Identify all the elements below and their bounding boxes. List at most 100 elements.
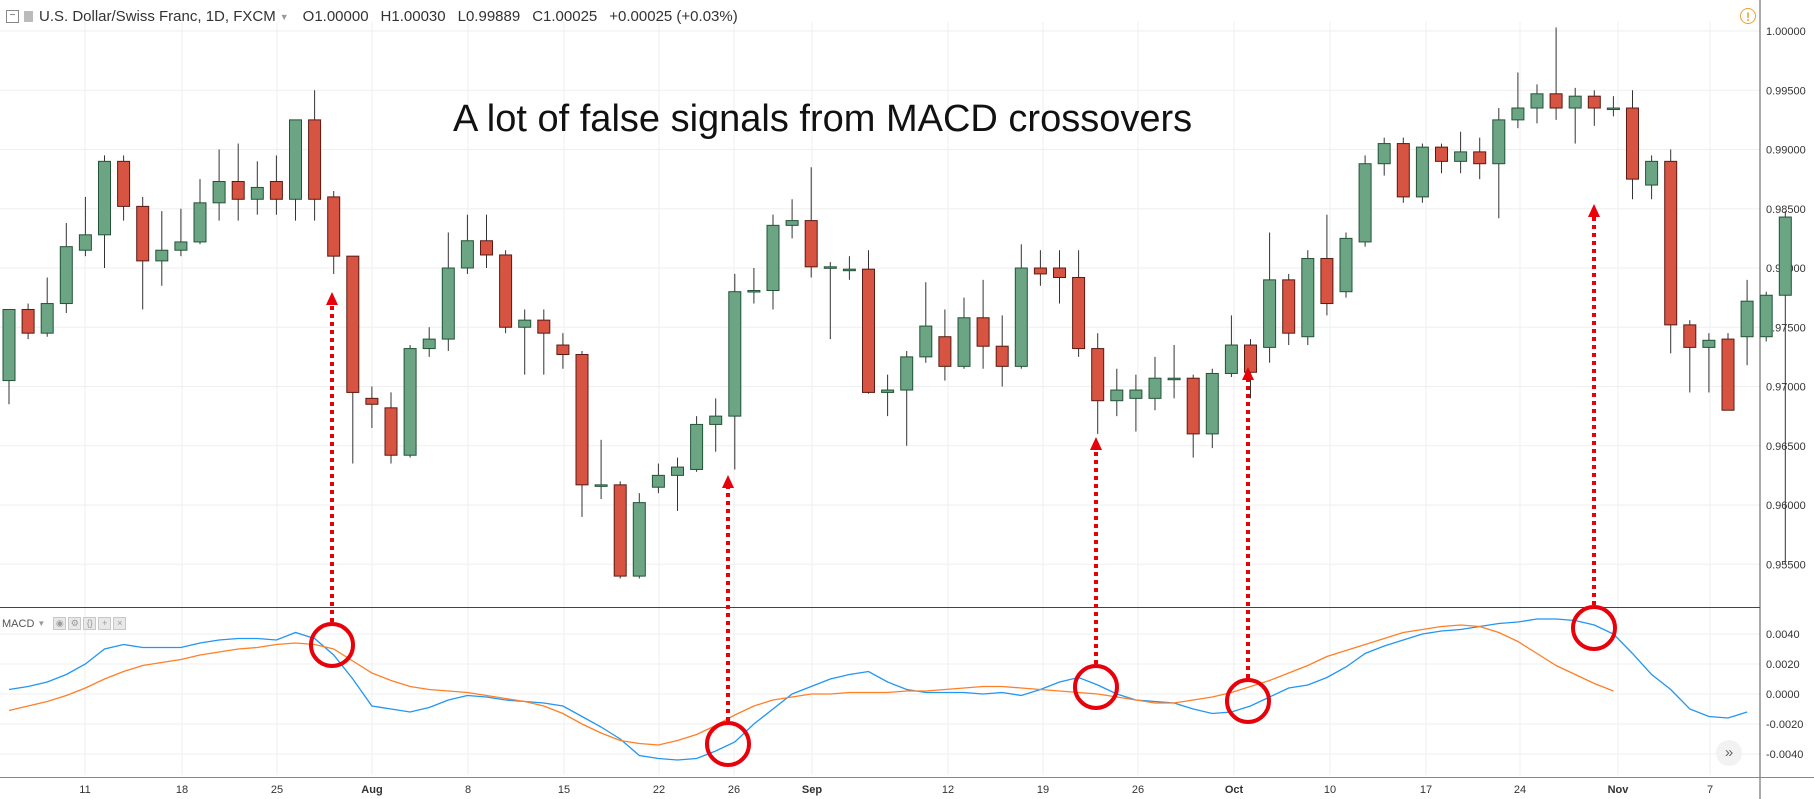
x-tick-label: 8 — [465, 784, 471, 796]
signal-arrow-head — [722, 475, 734, 488]
candle-up — [728, 291, 742, 417]
candle-up — [2, 308, 16, 382]
candle-down — [1244, 344, 1257, 373]
candle-up — [1358, 163, 1372, 243]
x-tick-label: 10 — [1324, 784, 1336, 796]
candle-up — [1205, 372, 1219, 435]
candle-down — [862, 268, 875, 393]
candle-up — [78, 234, 92, 251]
macd-tick-label: -0.0040 — [1766, 749, 1803, 761]
eye-icon[interactable]: ◉ — [53, 617, 67, 630]
macd-legend: MACD ▼ ◉ ⚙ {} + × — [2, 617, 128, 630]
candle-down — [136, 205, 150, 262]
ohlc-high: H1.00030 — [381, 8, 446, 25]
close-icon[interactable]: × — [113, 617, 127, 630]
candle-up — [1148, 377, 1162, 399]
candle-down — [556, 344, 570, 356]
open-label: O — [302, 8, 315, 25]
candle-down — [327, 196, 341, 257]
crossover-circle — [309, 622, 355, 668]
x-tick-label: 11 — [79, 784, 90, 796]
crossover-circle — [1225, 678, 1271, 724]
candle-down — [1091, 348, 1105, 402]
close-value: 1.00025 — [543, 8, 598, 25]
candle-up — [1129, 389, 1143, 399]
x-tick-label: 19 — [1037, 784, 1049, 796]
collapse-icon[interactable]: − — [6, 10, 19, 23]
price-tick-label: 0.98500 — [1766, 204, 1806, 216]
macd-tick-label: 0.0020 — [1766, 659, 1800, 671]
candle-down — [613, 484, 627, 577]
price-tick-label: 0.96500 — [1766, 441, 1806, 453]
candle-up — [250, 186, 264, 200]
candle-down — [384, 407, 398, 456]
chevron-down-icon[interactable]: ▼ — [37, 619, 46, 628]
candle-up — [1014, 267, 1028, 367]
candle-up — [766, 224, 780, 292]
signal-arrow-head — [1588, 204, 1600, 217]
candle-up — [422, 338, 436, 350]
x-tick-label: Nov — [1608, 784, 1630, 796]
source-icon[interactable]: {} — [83, 617, 97, 630]
candle-up — [1110, 389, 1124, 402]
candle-down — [1033, 267, 1047, 275]
candle-up — [1339, 237, 1353, 293]
candle-down — [537, 319, 551, 334]
ohlc-open: O1.00000 — [303, 8, 369, 25]
candle-down — [480, 240, 493, 256]
candle-up — [957, 317, 971, 367]
candle-down — [1721, 338, 1735, 411]
candle-up — [690, 423, 704, 470]
candle-down — [231, 180, 245, 200]
chart-title: A lot of false signals from MACD crossov… — [453, 98, 1193, 140]
candle-up — [1511, 107, 1525, 121]
warning-icon[interactable]: ! — [1740, 8, 1756, 24]
symbol-icon — [24, 11, 33, 22]
candle-down — [308, 119, 322, 200]
low-label: L — [457, 8, 466, 25]
candle-up — [518, 319, 532, 328]
x-tick-label: Oct — [1225, 784, 1244, 796]
signal-line — [8, 624, 1614, 746]
price-tick-label: 0.99000 — [1766, 145, 1806, 157]
crossover-circle — [1073, 664, 1119, 710]
signal-arrow-head — [1242, 367, 1254, 380]
candle-up — [289, 119, 302, 200]
x-tick-label: 18 — [176, 784, 188, 796]
price-tick-label: 0.99500 — [1766, 85, 1806, 97]
symbol-name[interactable]: U.S. Dollar/Swiss Franc, 1D, FXCM — [39, 8, 276, 25]
settings-icon[interactable]: ⚙ — [68, 617, 82, 630]
candle-up — [881, 389, 895, 393]
candle-down — [1282, 279, 1296, 334]
low-value: 0.99889 — [465, 8, 521, 25]
candle-down — [1186, 377, 1200, 435]
macd-label[interactable]: MACD — [2, 617, 35, 630]
x-tick-label: 24 — [1514, 784, 1526, 796]
more-icon[interactable]: + — [98, 617, 112, 630]
signal-arrow-head — [326, 292, 338, 305]
signal-arrow-head — [1090, 437, 1102, 450]
candle-up — [632, 502, 646, 577]
macd-line — [8, 618, 1748, 761]
macd-tick-label: -0.0020 — [1766, 719, 1803, 731]
ohlc-low: L0.99889 — [458, 8, 521, 25]
x-tick-label: Aug — [361, 784, 382, 796]
price-tick-label: 0.95500 — [1766, 559, 1806, 571]
candle-up — [842, 268, 856, 272]
candle-down — [1626, 107, 1639, 180]
candle-up — [671, 466, 684, 476]
candle-down — [1664, 160, 1678, 326]
open-value: 1.00000 — [314, 8, 369, 25]
x-tick-label: 7 — [1707, 784, 1713, 796]
candle-up — [1263, 279, 1277, 348]
chevron-down-icon[interactable]: ▼ — [279, 11, 289, 22]
candle-up — [1454, 151, 1468, 162]
candle-up — [1167, 377, 1181, 381]
candle-up — [1740, 300, 1754, 338]
scroll-right-icon[interactable]: » — [1716, 740, 1742, 766]
candle-up — [212, 180, 226, 204]
candle-up — [174, 241, 188, 251]
x-tick-label: 25 — [271, 784, 283, 796]
